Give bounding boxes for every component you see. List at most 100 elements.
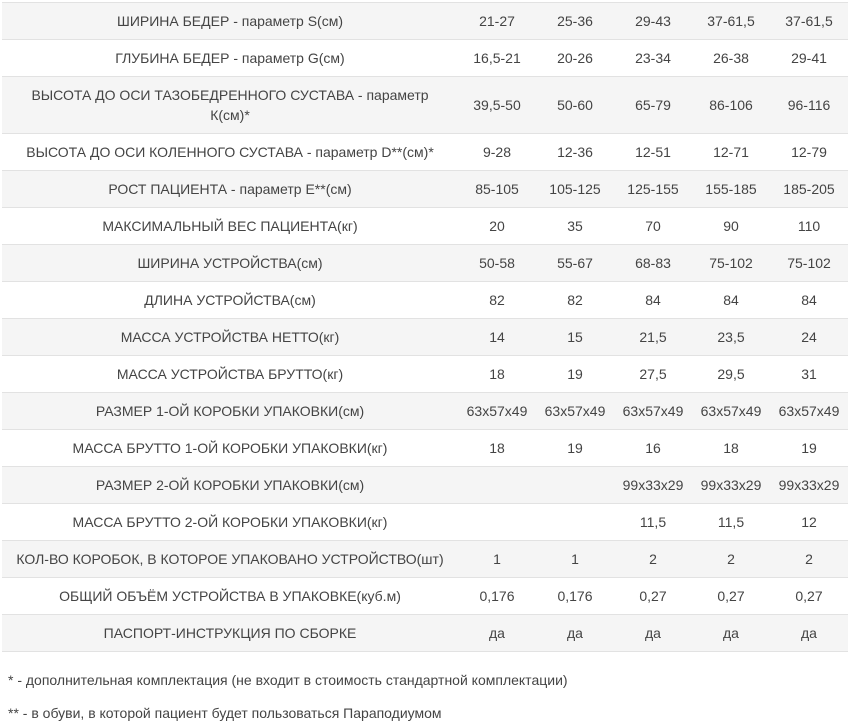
row-value-cell: 21-27 [479, 13, 515, 29]
row-label-cell: ДЛИНА УСТРОЙСТВА(см) [144, 292, 316, 308]
table-row: МАССА УСТРОЙСТВА НЕТТО(кг) 14 15 21,5 23… [2, 318, 848, 356]
row-value-cell [536, 504, 614, 541]
row-value-cell: 11,5 [717, 514, 745, 530]
row-label-cell: ОБЩИЙ ОБЪЁМ УСТРОЙСТВА В УПАКОВКЕ(куб.м) [59, 588, 401, 604]
row-label-cell: РОСТ ПАЦИЕНТА - параметр Е**(см) [108, 181, 352, 197]
row-value-cell: 63х57х49 [622, 403, 684, 419]
row-value-cell: 21,5 [639, 329, 667, 345]
row-value-cell [458, 467, 536, 504]
row-value-cell: 70 [645, 218, 661, 234]
row-label-cell: ШИРИНА БЕДЕР - параметр S(см) [116, 13, 344, 29]
row-value-cell: 82 [567, 292, 583, 308]
row-value-cell: 86-106 [709, 97, 753, 113]
row-value-cell: 0,176 [479, 588, 515, 604]
row-value-cell: 37-61,5 [785, 13, 833, 29]
row-label-cell: МАССА УСТРОЙСТВА НЕТТО(кг) [120, 329, 340, 345]
row-value-cell: 84 [801, 292, 817, 308]
row-value-cell: 90 [723, 218, 739, 234]
row-value-cell: 99х33х29 [622, 477, 684, 493]
row-value-cell [536, 467, 614, 504]
row-value-cell: 12-71 [713, 144, 749, 160]
row-value-cell: 75-102 [787, 255, 831, 271]
table-row: ШИРИНА БЕДЕР - параметр S(см) 21-27 25-3… [2, 2, 848, 40]
row-value-cell: 29,5 [717, 366, 745, 382]
table-row: МАССА БРУТТО 1-ОЙ КОРОБКИ УПАКОВКИ(кг) 1… [2, 429, 848, 467]
row-value-cell: 24 [801, 329, 817, 345]
row-label-cell: КОЛ-ВО КОРОБОК, В КОТОРОЕ УПАКОВАНО УСТР… [16, 551, 444, 567]
row-value-cell: 84 [723, 292, 739, 308]
row-value-cell: 26-38 [713, 50, 749, 66]
row-value-cell: 105-125 [549, 181, 601, 197]
specs-table-wrap: ШИРИНА БЕДЕР - параметр S(см) 21-27 25-3… [2, 2, 848, 652]
row-value-cell: 23,5 [717, 329, 745, 345]
row-value-cell: 0,27 [639, 588, 667, 604]
row-value-cell: 35 [567, 218, 583, 234]
row-value-cell: 155-185 [705, 181, 757, 197]
row-value-cell: 12-51 [635, 144, 671, 160]
table-row: ШИРИНА УСТРОЙСТВА(см) 50-58 55-67 68-83 … [2, 244, 848, 282]
row-value-cell: 50-60 [557, 97, 593, 113]
row-value-cell: да [801, 625, 817, 641]
row-value-cell: да [489, 625, 505, 641]
row-value-cell: 20-26 [557, 50, 593, 66]
row-value-cell: 2 [805, 551, 813, 567]
row-value-cell: 16 [645, 440, 661, 456]
row-value-cell: 14 [489, 329, 505, 345]
row-label-cell: МАССА УСТРОЙСТВА БРУТТО(кг) [116, 366, 344, 382]
row-value-cell: 19 [567, 366, 583, 382]
row-label-cell: МАССА БРУТТО 1-ОЙ КОРОБКИ УПАКОВКИ(кг) [72, 440, 388, 456]
row-value-cell: 63х57х49 [544, 403, 606, 419]
row-value-cell: 75-102 [709, 255, 753, 271]
row-value-cell: 12-36 [557, 144, 593, 160]
footnote-double-asterisk: ** - в обуви, в которой пациент будет по… [8, 705, 442, 721]
row-value-cell: 18 [723, 440, 739, 456]
row-value-cell: 0,176 [557, 588, 593, 604]
row-value-cell: 85-105 [475, 181, 519, 197]
table-row: РАЗМЕР 2-ОЙ КОРОБКИ УПАКОВКИ(см) 99х33х2… [2, 466, 848, 504]
row-value-cell: 68-83 [635, 255, 671, 271]
row-value-cell: 0,27 [717, 588, 745, 604]
row-label-cell: ВЫСОТА ДО ОСИ КОЛЕННОГО СУСТАВА - параме… [26, 144, 434, 160]
row-label-cell: ГЛУБИНА БЕДЕР - параметр G(см) [115, 50, 345, 66]
row-label-cell: МАССА БРУТТО 2-ОЙ КОРОБКИ УПАКОВКИ(кг) [72, 514, 388, 530]
row-value-cell: 99х33х29 [778, 477, 840, 493]
footnote-single-asterisk: * - дополнительная комплектация (не вход… [8, 672, 568, 688]
specs-table-body: ШИРИНА БЕДЕР - параметр S(см) 21-27 25-3… [2, 2, 848, 652]
row-value-cell [458, 504, 536, 541]
row-label-cell: МАКСИМАЛЬНЫЙ ВЕС ПАЦИЕНТА(кг) [102, 218, 358, 234]
row-value-cell: 84 [645, 292, 661, 308]
table-row: ДЛИНА УСТРОЙСТВА(см) 82 82 84 84 84 [2, 281, 848, 319]
specs-table: ШИРИНА БЕДЕР - параметр S(см) 21-27 25-3… [2, 2, 848, 652]
row-value-cell: 27,5 [639, 366, 667, 382]
row-value-cell: 9-28 [482, 144, 512, 160]
row-value-cell: 29-41 [791, 50, 827, 66]
table-row: МАССА БРУТТО 2-ОЙ КОРОБКИ УПАКОВКИ(кг) 1… [2, 503, 848, 541]
footnotes: * - дополнительная комплектация (не вход… [0, 652, 862, 722]
row-value-cell: да [567, 625, 583, 641]
row-label-cell: ПАСПОРТ-ИНСТРУКЦИЯ ПО СБОРКЕ [103, 625, 357, 641]
row-value-cell: 82 [489, 292, 505, 308]
row-label-cell: РАЗМЕР 2-ОЙ КОРОБКИ УПАКОВКИ(см) [95, 477, 365, 493]
row-value-cell: 25-36 [557, 13, 593, 29]
row-value-cell: 1 [571, 551, 579, 567]
row-value-cell: 50-58 [479, 255, 515, 271]
row-value-cell: 2 [727, 551, 735, 567]
table-row: РОСТ ПАЦИЕНТА - параметр Е**(см) 85-105 … [2, 170, 848, 208]
row-value-cell: 18 [489, 366, 505, 382]
row-value-cell: 12 [801, 514, 817, 530]
row-value-cell: 19 [801, 440, 817, 456]
row-value-cell: 63х57х49 [466, 403, 528, 419]
row-value-cell: 12-79 [791, 144, 827, 160]
row-value-cell: 0,27 [795, 588, 823, 604]
row-value-cell: да [723, 625, 739, 641]
row-value-cell: 96-116 [787, 97, 831, 113]
row-label-cell: РАЗМЕР 1-ОЙ КОРОБКИ УПАКОВКИ(см) [95, 403, 365, 419]
row-value-cell: 99х33х29 [700, 477, 762, 493]
row-value-cell: 63х57х49 [700, 403, 762, 419]
row-label-cell: ВЫСОТА ДО ОСИ ТАЗОБЕДРЕННОГО СУСТАВА - п… [31, 87, 429, 123]
row-value-cell: 1 [493, 551, 501, 567]
row-value-cell: 2 [649, 551, 657, 567]
row-value-cell: 29-43 [635, 13, 671, 29]
row-value-cell: 39,5-50 [473, 97, 521, 113]
